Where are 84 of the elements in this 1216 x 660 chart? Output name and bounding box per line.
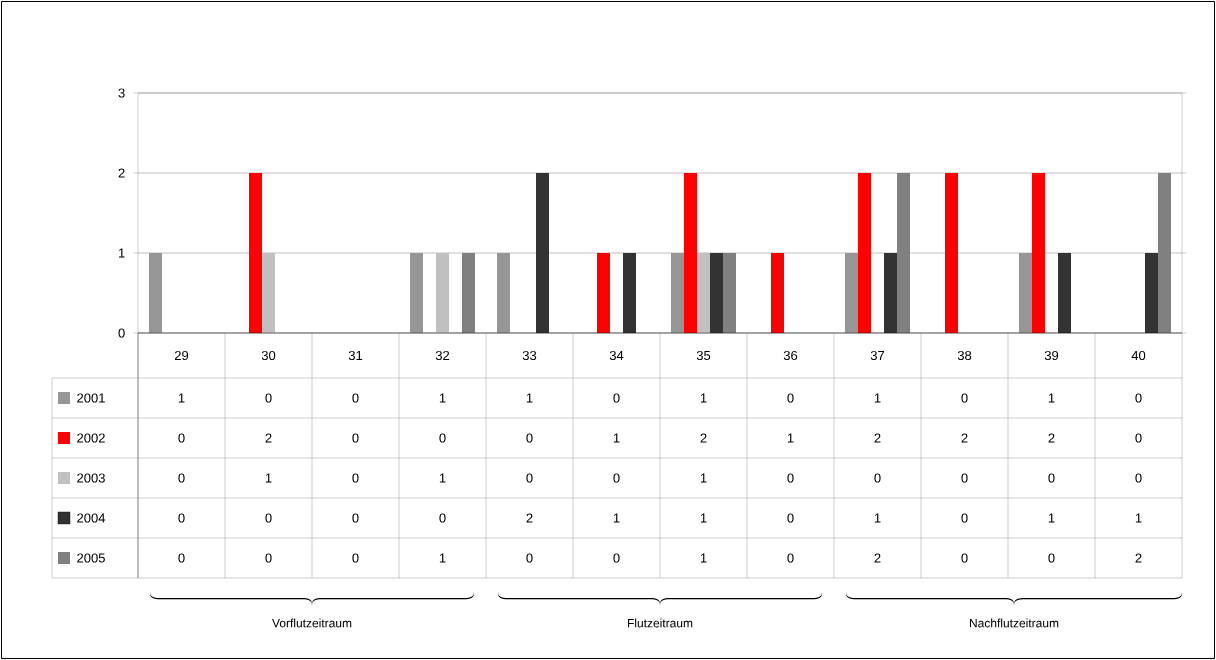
x-tick-label: 39 [1044,350,1059,361]
data-label: 2 [961,433,968,443]
data-label: 0 [613,393,620,403]
data-label: 0 [526,433,533,443]
data-label: 0 [874,473,881,483]
data-label: 0 [265,513,272,523]
data-label: 2 [700,433,707,443]
data-label: 0 [961,553,968,563]
data-label: 1 [700,473,707,483]
data-label: 0 [352,393,359,403]
data-label: 0 [526,553,533,563]
data-label: 1 [439,553,446,563]
data-label: 1 [874,393,881,403]
data-label: 2 [874,433,881,443]
data-label: 2 [526,513,533,523]
data-label: 0 [1048,553,1055,563]
y-tick-label: 1 [118,248,125,258]
data-label: 1 [1048,513,1055,523]
data-label: 2 [874,553,881,563]
data-label: 0 [1135,393,1142,403]
data-label: 0 [961,513,968,523]
legend-label: 2005 [77,553,105,563]
data-label: 0 [439,433,446,443]
legend-label: 2002 [77,433,105,443]
data-label: 0 [613,553,620,563]
legend-label: 2003 [77,473,105,483]
data-label: 0 [1135,473,1142,483]
x-tick-label: 35 [696,350,711,361]
data-label: 0 [613,473,620,483]
data-label: 1 [787,433,794,443]
y-tick-label: 2 [118,168,125,178]
text: Flutzeitraum [627,618,693,628]
data-label: 0 [178,553,185,563]
x-tick-label: 33 [522,350,537,361]
data-label: 1 [613,513,620,523]
data-label: 1 [439,393,446,403]
data-label: 0 [787,553,794,563]
data-label: 0 [178,433,185,443]
data-label: 1 [613,433,620,443]
legend-label: 2001 [77,393,105,403]
data-label: 0 [787,513,794,523]
data-label: 2 [1048,433,1055,443]
data-label: 0 [1135,433,1142,443]
data-label: 1 [1048,393,1055,403]
data-label: 1 [700,513,707,523]
x-tick-label: 37 [870,350,885,361]
data-label: 0 [178,513,185,523]
text: Nachflutzeitraum [969,618,1059,628]
data-label: 2 [1135,553,1142,563]
x-tick-label: 34 [609,350,624,361]
x-tick-label: 30 [261,350,276,361]
data-label: 0 [1048,473,1055,483]
data-label: 1 [700,393,707,403]
y-tick-label: 0 [118,328,125,338]
legend-label: 2004 [77,513,106,523]
data-label: 0 [961,473,968,483]
data-label: 0 [352,553,359,563]
y-tick-label: 3 [118,88,125,98]
data-label: 0 [178,473,185,483]
data-label: 0 [787,473,794,483]
x-tick-label: 36 [783,350,798,361]
data-label: 1 [265,473,272,483]
x-tick-label: 38 [957,350,972,361]
data-label: 0 [526,473,533,483]
data-label: 1 [526,393,533,403]
data-label: 1 [1135,513,1142,523]
data-label: 1 [178,393,185,403]
data-label: 0 [439,513,446,523]
text: Vorflutzeitraum [272,618,352,628]
data-label: 1 [439,473,446,483]
data-label: 1 [874,513,881,523]
data-label: 2 [265,433,272,443]
data-label: 0 [265,393,272,403]
x-tick-label: 29 [174,350,189,361]
data-label: 0 [352,433,359,443]
data-label: 0 [787,393,794,403]
data-label: 0 [961,393,968,403]
data-label: 0 [352,513,359,523]
data-label: 0 [352,473,359,483]
data-label: 0 [265,553,272,563]
x-tick-label: 32 [435,350,450,361]
x-tick-label: 31 [348,350,363,361]
data-label: 1 [700,553,707,563]
x-tick-label: 40 [1131,350,1146,361]
